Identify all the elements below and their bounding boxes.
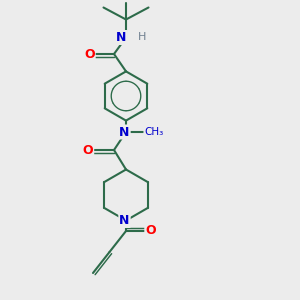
Text: N: N: [119, 214, 130, 227]
Text: N: N: [116, 31, 127, 44]
Text: O: O: [82, 143, 93, 157]
Text: N: N: [119, 125, 130, 139]
Text: O: O: [84, 47, 95, 61]
Text: O: O: [145, 224, 156, 238]
Text: H: H: [137, 32, 146, 43]
Text: CH₃: CH₃: [144, 127, 164, 137]
